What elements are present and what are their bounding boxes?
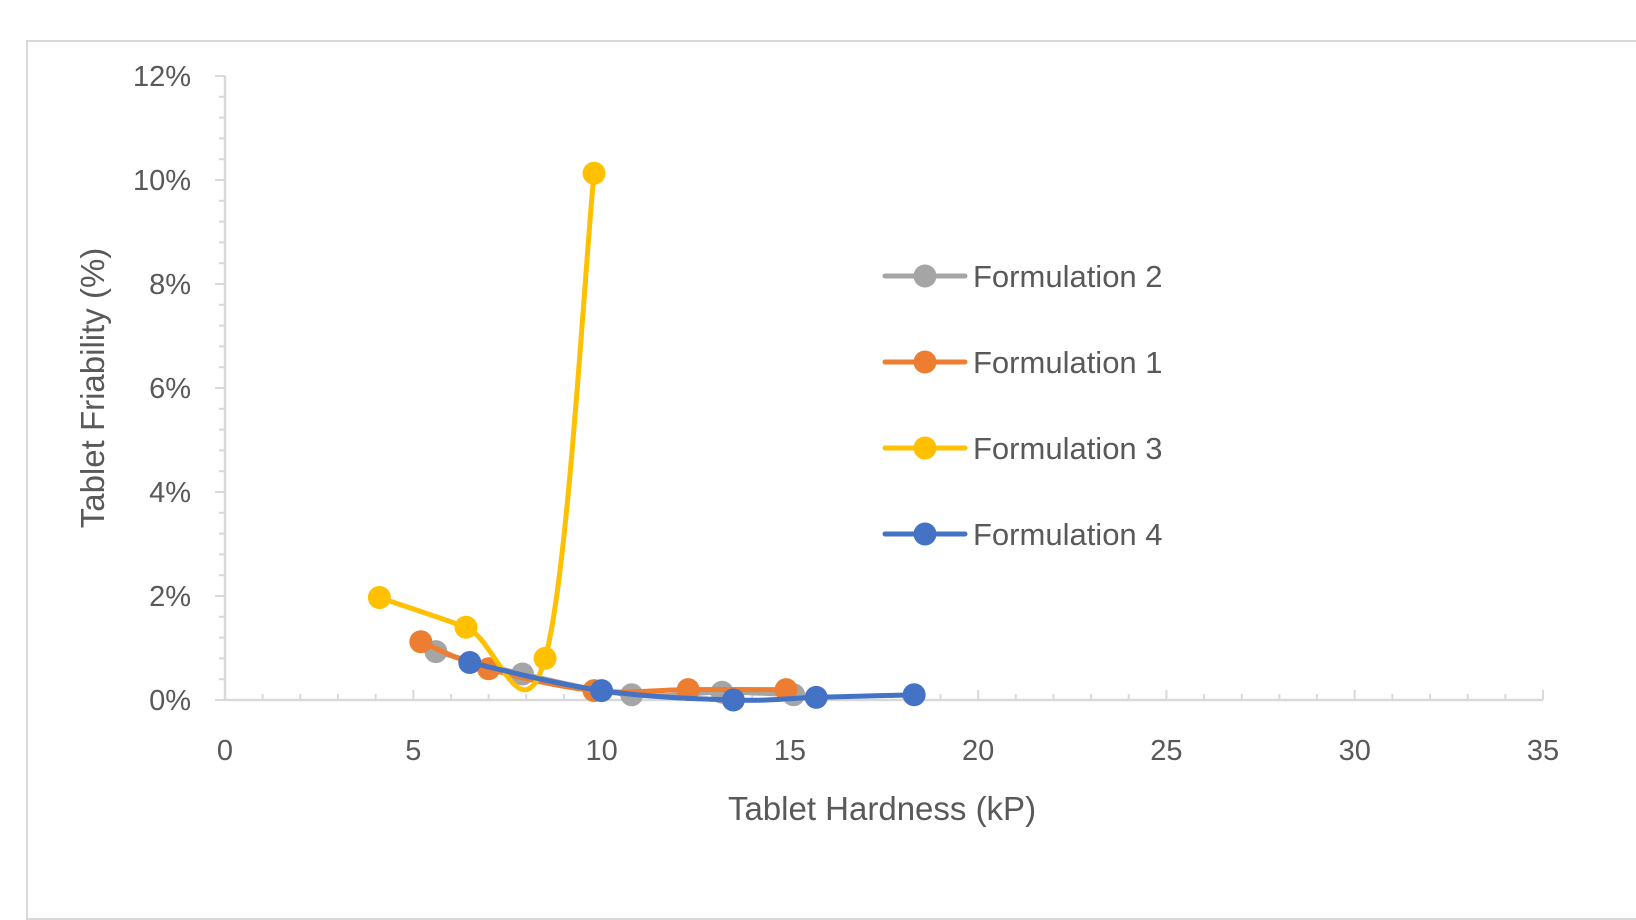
friability-chart: 0% 2% 4% 6% 8% 10% 12% 0 5 10 15 20 25 30 35 Formulati… [74, 61, 1559, 827]
y-tick-label: 8% [149, 269, 191, 301]
x-tick-label: 35 [1527, 735, 1559, 767]
data-point-formulation-3 [582, 161, 606, 185]
x-tick-label: 0 [217, 735, 233, 767]
y-tick-label: 2% [149, 581, 191, 613]
data-point-formulation-4 [721, 688, 745, 712]
y-tick-label: 6% [149, 373, 191, 405]
legend-label: Formulation 1 [973, 345, 1163, 380]
data-point-formulation-3 [454, 615, 478, 639]
x-tick-label: 20 [962, 735, 994, 767]
legend-label: Formulation 4 [973, 517, 1163, 552]
legend: Formulation 2 Formulation 1 Formulation 3 F… [882, 259, 1163, 552]
y-tick-label: 0% [149, 685, 191, 717]
data-point-formulation-4 [804, 685, 828, 709]
legend-item-formulation-3: Formulation 3 [882, 431, 1163, 466]
series-layer [367, 161, 926, 712]
chart-area [26, 40, 1636, 920]
data-point-formulation-3 [367, 586, 391, 610]
data-point-formulation-3 [533, 646, 557, 670]
data-point-formulation-4 [458, 651, 482, 675]
data-point-formulation-1 [676, 678, 700, 702]
y-tick-label: 12% [133, 61, 191, 93]
data-point-formulation-1 [409, 630, 433, 654]
y-axis-title: Tablet Friability (%) [74, 248, 111, 529]
legend-item-formulation-4: Formulation 4 [882, 517, 1163, 552]
series-line-formulation-3 [376, 170, 597, 693]
x-tick-label: 5 [405, 735, 421, 767]
legend-item-formulation-1: Formulation 1 [882, 345, 1163, 380]
legend-marker [913, 436, 937, 460]
axes: 0% 2% 4% 6% 8% 10% 12% 0 5 10 15 20 25 30 35 [133, 61, 1559, 767]
legend-item-formulation-2: Formulation 2 [882, 259, 1163, 294]
x-tick-label: 15 [774, 735, 806, 767]
x-tick-label: 10 [585, 735, 617, 767]
y-tick-label: 10% [133, 165, 191, 197]
legend-marker [913, 522, 937, 546]
data-point-formulation-1 [774, 678, 798, 702]
x-tick-label: 30 [1339, 735, 1371, 767]
legend-label: Formulation 2 [973, 259, 1163, 294]
x-axis-title: Tablet Hardness (kP) [728, 790, 1036, 827]
series-formulation-4 [458, 651, 926, 712]
series-formulation-3 [367, 161, 606, 693]
legend-marker [913, 350, 937, 374]
data-point-formulation-4 [902, 683, 926, 707]
y-tick-label: 4% [149, 477, 191, 509]
legend-label: Formulation 3 [973, 431, 1163, 466]
legend-marker [913, 264, 937, 288]
data-point-formulation-4 [590, 679, 614, 703]
x-tick-label: 25 [1150, 735, 1182, 767]
